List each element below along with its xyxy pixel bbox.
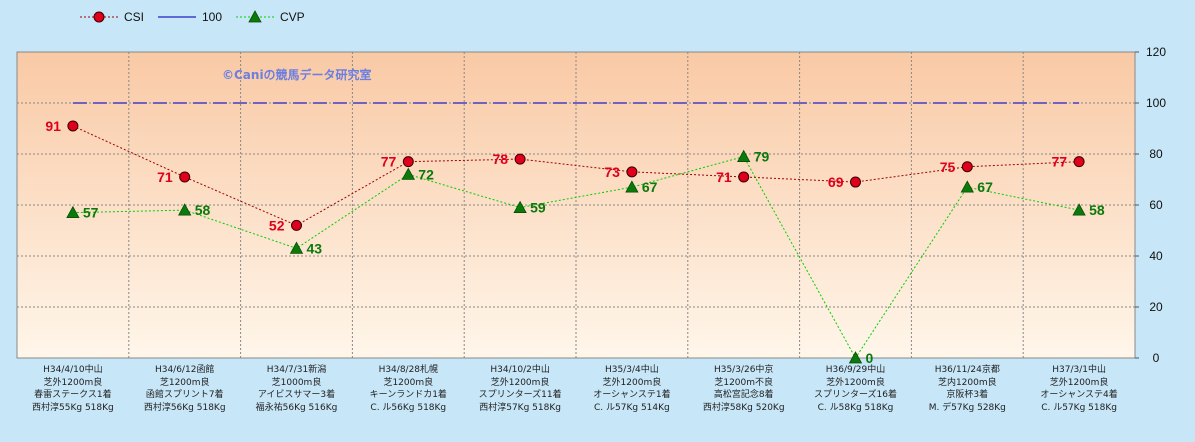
- cvp-data-label: 59: [530, 200, 546, 216]
- y-tick-label: 80: [1149, 147, 1163, 161]
- watermark: ©Caniの競馬データ研究室: [222, 67, 372, 82]
- cvp-data-label: 0: [866, 350, 874, 366]
- x-tick-label: H34/7/31新潟 芝1000m良 アイビスサマー3着 福永祐56Kg 516…: [255, 365, 338, 413]
- legend-100-label: 100: [202, 10, 222, 24]
- cvp-point: [289, 241, 304, 254]
- csi-data-label: 91: [45, 118, 61, 134]
- cvp-point: [66, 205, 80, 219]
- csi-point: [850, 176, 861, 188]
- x-tick-label: H34/4/10中山 芝外1200m良 春雷ステークス1着 西村淳55Kg 51…: [32, 365, 114, 413]
- y-tick-label: 120: [1146, 45, 1166, 59]
- cvp-data-label: 67: [977, 179, 993, 195]
- x-tick-label: H36/11/24京都 芝内1200m良 京阪杯3着 M. デ57Kg 528K…: [928, 365, 1006, 413]
- x-tick-label: H35/3/26中京 芝1200m不良 高松宮記念8着 西村淳58Kg 520K…: [702, 365, 785, 413]
- x-tick-label: H36/9/29中山 芝外1200m良 スプリンターズ16着 C. ル58Kg …: [813, 365, 897, 413]
- csi-point: [738, 171, 750, 183]
- cvp-data-label: 43: [307, 240, 323, 256]
- legend-cvp-label: CVP: [280, 10, 305, 24]
- csi-data-label: 78: [493, 151, 509, 167]
- x-tick-label: H37/3/1中山 芝外1200m良 オーシャンステ4着 C. ル57Kg 51…: [1040, 365, 1118, 413]
- series: [66, 102, 1086, 364]
- csi-point: [291, 219, 302, 231]
- csi-data-label: 73: [604, 164, 620, 180]
- y-tick-label: 60: [1149, 198, 1163, 212]
- cvp-data-label: 79: [754, 149, 770, 165]
- legend-cvp-marker: [248, 10, 262, 23]
- y-axis-ticks: 0 20 40 60 80 100 120: [1135, 45, 1166, 365]
- x-tick-label: H34/8/28札幌 芝1200m良 キーンランドカ1着 C. ル56Kg 51…: [369, 365, 447, 413]
- data-labels: 91 71 52 77 78 73 71 69 75 77 57 58 43 72 59 67 79 0 67 58: [45, 118, 1105, 366]
- series-cvp-line: [72, 155, 1080, 359]
- y-tick-label: 40: [1149, 249, 1163, 263]
- csi-data-label: 71: [716, 169, 732, 185]
- cvp-data-label: 72: [418, 166, 434, 182]
- gridlines: [17, 52, 1135, 358]
- csi-point: [402, 156, 414, 168]
- cvp-point: [848, 351, 863, 364]
- cvp-point: [178, 203, 192, 216]
- y-tick-label: 100: [1146, 96, 1166, 110]
- csi-point: [514, 153, 526, 165]
- csi-point: [1073, 156, 1085, 168]
- cvp-point: [1072, 203, 1086, 216]
- cvp-data-label: 58: [1089, 202, 1105, 218]
- cvp-point: [513, 200, 527, 213]
- csi-point: [961, 161, 973, 173]
- legend-csi-marker: [93, 11, 105, 23]
- x-tick-label: H34/6/12函館 芝1200m良 函館スプリント7着 西村淳56Kg 518…: [143, 365, 226, 413]
- cvp-point: [401, 167, 415, 180]
- y-tick-label: 20: [1149, 300, 1163, 314]
- cvp-point: [737, 149, 751, 162]
- series-csi-line: [72, 125, 1080, 226]
- csi-data-label: 69: [828, 174, 844, 190]
- cvp-point: [625, 180, 639, 193]
- csi-data-label: 75: [940, 159, 956, 175]
- csi-data-label: 77: [381, 154, 397, 170]
- csi-point: [626, 166, 638, 178]
- csi-data-label: 52: [269, 217, 285, 233]
- cvp-data-label: 67: [642, 179, 658, 195]
- csi-data-label: 77: [1052, 154, 1068, 170]
- csi-data-label: 71: [157, 169, 173, 185]
- cvp-data-label: 57: [83, 205, 99, 221]
- csi-point: [179, 171, 191, 183]
- x-tick-label: H34/10/2中山 芝外1200m良 スプリンターズ11着 西村淳57Kg 5…: [478, 365, 562, 413]
- y-tick-label: 0: [1153, 351, 1160, 365]
- cvp-data-label: 58: [195, 202, 211, 218]
- csi-point: [67, 120, 79, 132]
- cvp-point: [960, 180, 974, 193]
- x-tick-label: H35/3/4中山 芝外1200m良 オーシャンステ1着 C. ル57Kg 51…: [593, 365, 671, 413]
- legend-csi-label: CSI: [124, 10, 144, 24]
- legend: CSI 100 CVP: [80, 10, 305, 24]
